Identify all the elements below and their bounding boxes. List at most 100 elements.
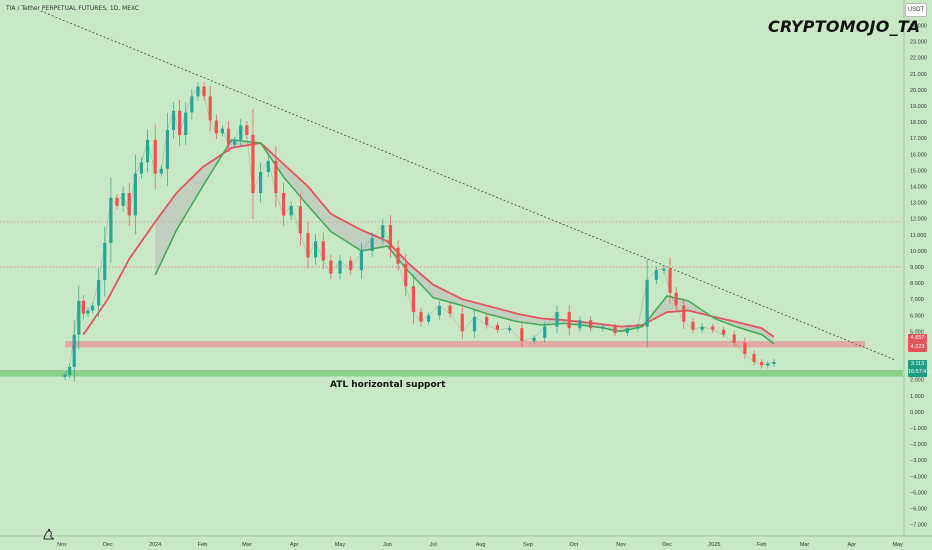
symbol-label[interactable]: TIA / Tether PERPETUAL FUTURES, 1D, MEXC [6,5,139,12]
candle-body [578,320,582,329]
y-tick-label: 15.000 [910,168,927,174]
x-tick-label: Sep [523,542,533,548]
y-tick-label: −7.000 [910,523,927,529]
ema-ribbon-fill [155,139,774,344]
candle-body [133,173,137,216]
y-tick-label: 21.000 [910,72,927,78]
candle-body [772,361,776,364]
x-tick-label: 2024 [149,542,161,548]
candle-body [145,139,150,163]
price-axis[interactable]: 24.000 23.000 22.000 21.000 20.000 19.000 18.0… [910,24,927,529]
candle-body [472,316,477,332]
candle-body [766,363,770,366]
candle-body [437,305,441,316]
last-price-badge: 3.113 [908,360,927,369]
x-tick-label: Feb [757,542,766,548]
levels-layer [0,221,903,268]
candle-body [274,160,278,193]
candle-body [109,197,113,243]
candle-body [359,250,364,271]
brand-watermark: CRYPTOMOJO_TA [768,17,921,36]
candle-body [90,305,95,311]
x-tick-label: Apr [848,542,857,548]
time-axis[interactable]: Nov Dec 2024 Feb Mar Apr May Jun Jul Aug Sep Oct Nov… [57,542,903,548]
candle-body [760,361,764,366]
candle-body [289,205,293,216]
y-tick-label: −5.000 [910,490,927,496]
candle-body [329,260,333,274]
y-tick-label: −4.000 [910,474,927,480]
y-tick-label: 0.000 [910,410,924,416]
x-tick-label: Jul [430,542,437,548]
y-tick-label: 19.000 [910,104,927,110]
candle-body [121,192,125,206]
resistance-zone [65,341,865,348]
candle-body [691,321,695,330]
y-tick-label: 24.000 [910,24,927,30]
currency-selector[interactable]: USDT [905,3,927,17]
ema-slow-price-badge: 4.657 [908,334,927,343]
candle-body [233,139,237,145]
candle-body [338,260,342,274]
candle-body [298,205,302,234]
candle-body [419,312,423,322]
y-tick-label: −1.000 [910,426,927,432]
y-tick-label: 7.000 [910,297,924,303]
candle-body [266,160,270,173]
candle-body [588,320,593,329]
candle-body [662,268,666,271]
candle-body [226,128,231,145]
y-tick-label: 20.000 [910,88,927,94]
candle-body [460,313,464,332]
y-tick-label: 14.000 [910,185,927,191]
candle-body [245,125,249,135]
y-tick-label: −6.000 [910,507,927,513]
candle-body [711,326,715,330]
candle-body [139,162,144,174]
y-tick-label: −3.000 [910,458,927,464]
x-tick-label: Nov [57,542,67,548]
candle-body [259,172,263,193]
support-annotation: ATL horizontal support [330,380,446,390]
y-tick-label: 8.000 [910,281,924,287]
zones-layer [0,341,903,377]
candle-body [752,353,756,362]
candle-body [63,374,67,377]
ema-slow-line [82,142,775,338]
candle-body [281,192,286,216]
candle-body [72,334,76,367]
x-tick-label: Aug [476,542,486,548]
candle-body [153,139,157,174]
candle-body [306,233,310,258]
candle-body [567,312,571,329]
candle-body [555,312,559,327]
x-tick-label: Feb [198,542,207,548]
candle-body [448,305,452,314]
y-tick-label: 10.000 [910,249,927,255]
candle-body [196,86,200,97]
candle-body [543,326,547,338]
x-tick-label: Dec [103,542,113,548]
y-tick-label: 2.000 [910,378,924,384]
x-tick-label: May [335,542,346,548]
x-tick-label: May [892,542,903,548]
candle-body [700,326,704,330]
candle-body [86,310,90,314]
candle-body [532,337,536,342]
y-tick-label: 17.000 [910,136,927,142]
candle-body [184,112,188,135]
candle-body [239,125,243,140]
candle-body [668,268,672,293]
candle-body [190,96,194,113]
candle-body [674,292,678,306]
support-zone [0,370,903,377]
candle-body [743,342,747,354]
x-tick-label: Nov [616,542,626,548]
y-tick-label: −2.000 [910,442,927,448]
candle-body [625,328,629,334]
x-tick-label: 2025 [708,542,720,548]
tradingview-logo-icon[interactable] [42,528,56,540]
candle-body [636,326,640,329]
